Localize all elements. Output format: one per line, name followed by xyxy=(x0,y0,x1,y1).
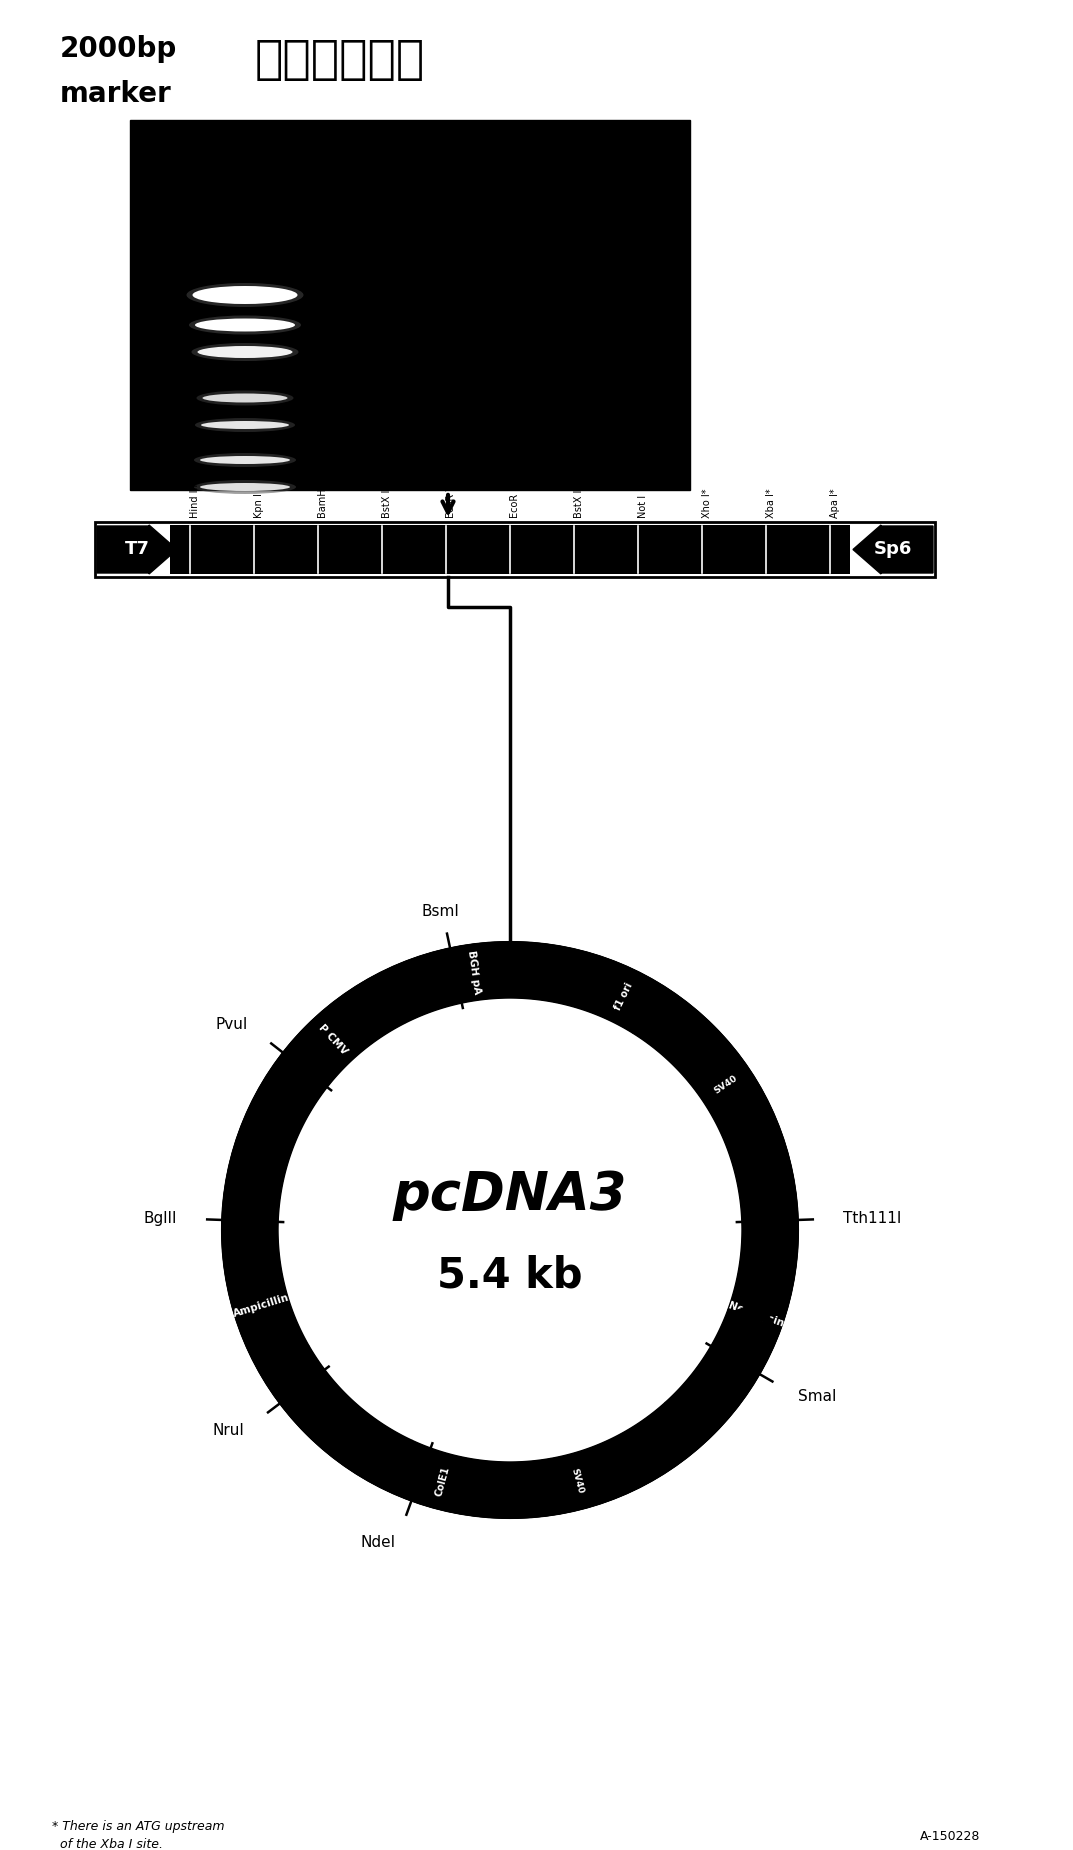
Text: SmaI: SmaI xyxy=(798,1389,837,1404)
Text: pcDNA3: pcDNA3 xyxy=(393,1169,628,1221)
Text: A-150228: A-150228 xyxy=(920,1830,980,1843)
Text: Sp6: Sp6 xyxy=(873,540,912,559)
Text: BamH I: BamH I xyxy=(318,483,328,518)
Text: Not I: Not I xyxy=(638,494,648,518)
Text: Ampicillin: Ampicillin xyxy=(232,1293,291,1319)
Text: Kpn I: Kpn I xyxy=(254,494,264,518)
Polygon shape xyxy=(222,973,405,1375)
Polygon shape xyxy=(261,1347,412,1491)
Text: f1 ori: f1 ori xyxy=(613,980,635,1012)
Text: EcoR V: EcoR V xyxy=(446,485,456,518)
Polygon shape xyxy=(670,1406,699,1439)
Ellipse shape xyxy=(194,479,296,494)
Text: P CMV: P CMV xyxy=(317,1023,349,1056)
Text: NruI: NruI xyxy=(212,1423,244,1437)
Ellipse shape xyxy=(201,422,289,429)
Text: PvuI: PvuI xyxy=(216,1018,248,1032)
Text: BGH pA: BGH pA xyxy=(466,949,482,995)
Text: BstX I: BstX I xyxy=(574,490,584,518)
Ellipse shape xyxy=(203,394,288,403)
Text: SV40: SV40 xyxy=(570,1467,585,1495)
Polygon shape xyxy=(495,942,663,1034)
Polygon shape xyxy=(388,1441,560,1519)
Polygon shape xyxy=(552,1465,573,1508)
Bar xyxy=(130,120,690,490)
Polygon shape xyxy=(633,986,798,1328)
Polygon shape xyxy=(665,1310,781,1445)
Ellipse shape xyxy=(191,342,298,361)
Polygon shape xyxy=(479,949,498,992)
Text: BstX I: BstX I xyxy=(382,490,392,518)
Polygon shape xyxy=(379,942,498,1023)
Ellipse shape xyxy=(187,283,304,307)
Text: EcoR I*: EcoR I* xyxy=(510,483,520,518)
Text: of the Xba I site.: of the Xba I site. xyxy=(52,1839,163,1850)
Polygon shape xyxy=(391,1445,416,1486)
Polygon shape xyxy=(550,1402,703,1513)
Polygon shape xyxy=(734,1302,775,1326)
Ellipse shape xyxy=(200,455,290,464)
Text: NdeI: NdeI xyxy=(361,1536,396,1550)
Polygon shape xyxy=(266,1349,304,1376)
Text: marker: marker xyxy=(60,80,172,107)
Text: 5.4 kb: 5.4 kb xyxy=(437,1254,583,1297)
Polygon shape xyxy=(632,992,660,1029)
Ellipse shape xyxy=(197,346,293,359)
Ellipse shape xyxy=(194,453,296,466)
Text: Tth111I: Tth111I xyxy=(842,1212,901,1227)
FancyArrow shape xyxy=(97,525,177,574)
Text: T7: T7 xyxy=(124,540,149,559)
FancyArrow shape xyxy=(853,525,934,574)
Text: ColE1: ColE1 xyxy=(433,1465,452,1497)
Bar xyxy=(170,525,850,574)
Text: 下调目的片段: 下调目的片段 xyxy=(255,39,425,83)
Text: SV40: SV40 xyxy=(712,1073,739,1095)
Ellipse shape xyxy=(192,287,297,303)
Ellipse shape xyxy=(196,390,294,405)
Polygon shape xyxy=(376,979,402,1018)
Text: Apa I*: Apa I* xyxy=(831,488,840,518)
Text: * There is an ATG upstream: * There is an ATG upstream xyxy=(52,1820,224,1833)
Ellipse shape xyxy=(200,483,290,490)
Polygon shape xyxy=(222,942,798,1519)
Text: Xba I*: Xba I* xyxy=(766,488,776,518)
Text: Xho I*: Xho I* xyxy=(702,488,712,518)
Text: BglII: BglII xyxy=(144,1212,177,1227)
Ellipse shape xyxy=(195,418,295,433)
Text: BsmI: BsmI xyxy=(422,905,459,919)
Ellipse shape xyxy=(189,316,302,335)
Text: 2000bp: 2000bp xyxy=(60,35,177,63)
Ellipse shape xyxy=(195,318,295,331)
Text: Hind III: Hind III xyxy=(190,483,200,518)
Text: Neomycin: Neomycin xyxy=(726,1301,784,1328)
Circle shape xyxy=(278,997,743,1462)
Bar xyxy=(95,522,935,577)
